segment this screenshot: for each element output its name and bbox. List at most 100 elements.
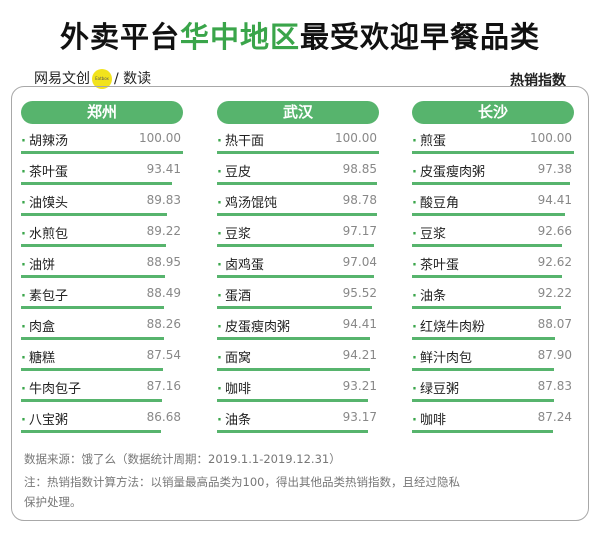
category-label: 豆皮 — [217, 161, 251, 180]
bar-row: 油饼 88.95 — [21, 248, 183, 279]
category-label: 油条 — [217, 409, 251, 428]
bar-row: 茶叶蛋 93.41 — [21, 155, 183, 186]
category-label: 豆浆 — [412, 223, 446, 242]
bar-row: 皮蛋瘦肉粥 94.41 — [217, 310, 379, 341]
bar — [217, 368, 370, 371]
chart-changsha: 长沙 煎蛋 100.00 皮蛋瘦肉粥 97.38 酸豆角 94.41 豆浆 92.66 茶叶蛋 9… — [412, 101, 574, 434]
bar — [412, 368, 554, 371]
bar — [217, 306, 372, 309]
bar-list: 胡辣汤 100.00 茶叶蛋 93.41 油馍头 89.83 水煎包 89.22 油饼 88.95… — [21, 124, 183, 434]
brand-suffix: / 数读 — [114, 71, 152, 87]
bar — [217, 182, 377, 185]
category-label: 皮蛋瘦肉粥 — [412, 161, 485, 180]
category-label: 酸豆角 — [412, 192, 459, 211]
bar-row: 热干面 100.00 — [217, 124, 379, 155]
data-source: 数据来源：饿了么（数据统计周期：2019.1.1-2019.12.31） — [24, 452, 341, 466]
category-label: 红烧牛肉粉 — [412, 316, 485, 335]
bar-row: 绿豆粥 87.83 — [412, 372, 574, 403]
bar — [217, 430, 368, 433]
bar — [21, 368, 163, 371]
bar-row: 油馍头 89.83 — [21, 186, 183, 217]
category-label: 卤鸡蛋 — [217, 254, 264, 273]
bar — [412, 399, 554, 402]
bar-row: 皮蛋瘦肉粥 97.38 — [412, 155, 574, 186]
category-label: 油馍头 — [21, 192, 68, 211]
bar — [21, 213, 167, 216]
category-label: 水煎包 — [21, 223, 68, 242]
bar — [21, 306, 164, 309]
value-label: 87.16 — [146, 379, 181, 393]
bar — [412, 182, 570, 185]
value-label: 97.38 — [537, 162, 572, 176]
value-label: 94.21 — [342, 348, 377, 362]
bar — [21, 182, 172, 185]
value-label: 97.17 — [342, 224, 377, 238]
category-label: 素包子 — [21, 285, 68, 304]
category-label: 咖啡 — [217, 378, 251, 397]
value-label: 87.83 — [537, 379, 572, 393]
bar-row: 胡辣汤 100.00 — [21, 124, 183, 155]
bar-row: 豆皮 98.85 — [217, 155, 379, 186]
chart-zhengzhou: 郑州 胡辣汤 100.00 茶叶蛋 93.41 油馍头 89.83 水煎包 89.22 油饼 88… — [21, 101, 183, 434]
bar-row: 糖糕 87.54 — [21, 341, 183, 372]
category-label: 热干面 — [217, 130, 264, 149]
bar — [21, 337, 164, 340]
chart-wuhan: 武汉 热干面 100.00 豆皮 98.85 鸡汤馄饨 98.78 豆浆 97.17 卤鸡蛋 97… — [217, 101, 379, 434]
value-label: 87.90 — [537, 348, 572, 362]
value-label: 93.17 — [342, 410, 377, 424]
value-label: 98.85 — [342, 162, 377, 176]
bar — [21, 399, 162, 402]
bar-row: 茶叶蛋 92.62 — [412, 248, 574, 279]
value-label: 89.83 — [146, 193, 181, 207]
bar-row: 八宝粥 86.68 — [21, 403, 183, 434]
title-highlight: 华中地区 — [179, 20, 300, 54]
value-label: 88.49 — [146, 286, 181, 300]
title-prefix: 外卖平台 — [59, 20, 180, 54]
bar-row: 鸡汤馄饨 98.78 — [217, 186, 379, 217]
bar — [412, 213, 565, 216]
value-label: 100.00 — [530, 131, 572, 145]
value-label: 88.26 — [146, 317, 181, 331]
city-header: 长沙 — [412, 101, 574, 124]
bar-row: 素包子 88.49 — [21, 279, 183, 310]
value-label: 92.66 — [537, 224, 572, 238]
value-label: 98.78 — [342, 193, 377, 207]
footnote-line-1: 注：热销指数计算方法：以销量最高品类为100，得出其他品类热销指数，且经过隐私 — [24, 475, 460, 489]
category-label: 牛肉包子 — [21, 378, 81, 397]
bar-row: 水煎包 89.22 — [21, 217, 183, 248]
category-label: 皮蛋瘦肉粥 — [217, 316, 290, 335]
bar-row: 豆浆 92.66 — [412, 217, 574, 248]
bar-row: 酸豆角 94.41 — [412, 186, 574, 217]
bar — [217, 337, 370, 340]
category-label: 面窝 — [217, 347, 251, 366]
category-label: 蛋酒 — [217, 285, 251, 304]
brand-logo: 网易文创 Eatbox / 数读 — [34, 68, 151, 89]
category-label: 煎蛋 — [412, 130, 446, 149]
value-label: 100.00 — [139, 131, 181, 145]
bar — [217, 151, 379, 154]
bar-row: 牛肉包子 87.16 — [21, 372, 183, 403]
value-label: 94.41 — [537, 193, 572, 207]
value-label: 92.62 — [537, 255, 572, 269]
category-label: 茶叶蛋 — [412, 254, 459, 273]
value-label: 92.22 — [537, 286, 572, 300]
value-label: 88.07 — [537, 317, 572, 331]
category-label: 绿豆粥 — [412, 378, 459, 397]
bar — [217, 213, 377, 216]
value-label: 87.54 — [146, 348, 181, 362]
bar — [217, 399, 368, 402]
bar-row: 卤鸡蛋 97.04 — [217, 248, 379, 279]
value-label: 88.95 — [146, 255, 181, 269]
bar-row: 油条 92.22 — [412, 279, 574, 310]
category-label: 糖糕 — [21, 347, 55, 366]
category-label: 胡辣汤 — [21, 130, 68, 149]
category-label: 鸡汤馄饨 — [217, 192, 277, 211]
category-label: 肉盒 — [21, 316, 55, 335]
bar — [21, 244, 166, 247]
value-label: 86.68 — [146, 410, 181, 424]
bar — [217, 244, 374, 247]
bar-list: 煎蛋 100.00 皮蛋瘦肉粥 97.38 酸豆角 94.41 豆浆 92.66 茶叶蛋 92.6… — [412, 124, 574, 434]
bar-row: 煎蛋 100.00 — [412, 124, 574, 155]
brand-name: 网易文创 — [34, 71, 90, 87]
brand-dot-logo: Eatbox — [92, 69, 112, 89]
